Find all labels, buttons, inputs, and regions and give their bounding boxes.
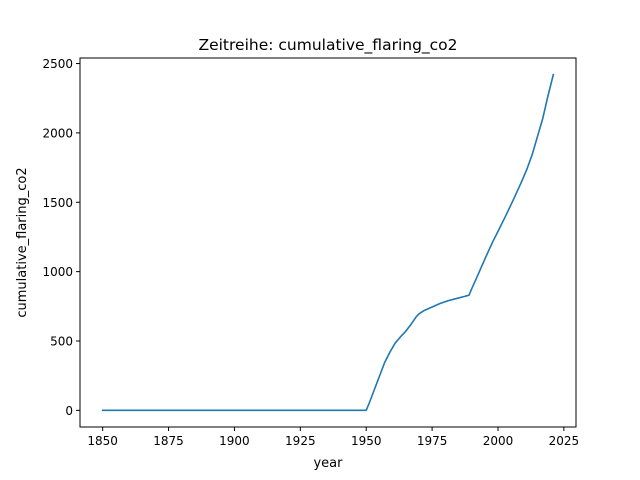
x-tick-label: 1900 (219, 434, 250, 448)
y-axis-ticks: 0 500 1000 1500 2000 2500 (42, 57, 80, 418)
x-axis-ticks: 1850 1875 1900 1925 1950 1975 2000 2025 (87, 427, 579, 448)
x-axis-label: year (313, 456, 343, 471)
x-tick-label: 2025 (549, 434, 580, 448)
y-axis-label: cumulative_flaring_co2 (15, 167, 30, 317)
plot-frame (79, 57, 577, 428)
y-tick-label: 0 (65, 404, 73, 418)
y-tick-label: 1500 (42, 196, 73, 210)
y-tick-label: 500 (50, 334, 73, 348)
chart-title: Zeitreihe: cumulative_flaring_co2 (198, 36, 457, 55)
y-tick-label: 1000 (42, 265, 73, 279)
x-tick-label: 1975 (417, 434, 448, 448)
x-tick-label: 1950 (351, 434, 382, 448)
series-layer (101, 73, 555, 412)
y-tick-label: 2500 (42, 57, 73, 71)
x-tick-label: 1925 (285, 434, 316, 448)
x-tick-label: 2000 (483, 434, 514, 448)
series-line (101, 73, 555, 412)
y-tick-label: 2000 (42, 126, 73, 140)
x-tick-label: 1850 (87, 434, 118, 448)
x-tick-label: 1875 (153, 434, 184, 448)
